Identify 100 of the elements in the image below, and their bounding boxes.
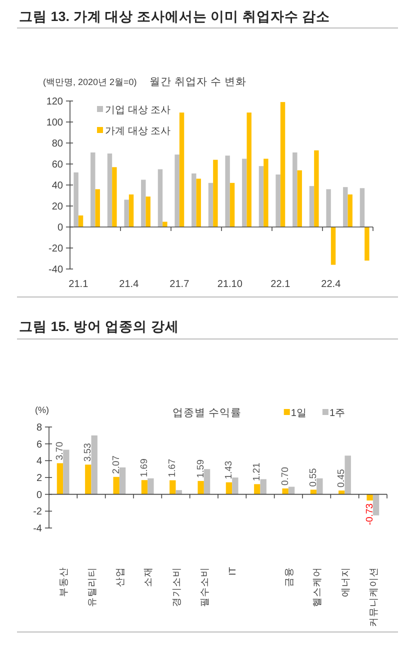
bar: [85, 464, 92, 494]
bar: [208, 182, 214, 227]
y-tick-label: -2: [33, 506, 42, 518]
bar: [63, 450, 70, 494]
bar: [343, 187, 348, 227]
y-tick-label: 60: [52, 160, 64, 170]
legend-label: 기업 대상 조사: [105, 105, 171, 116]
bar: [158, 169, 163, 227]
bar: [170, 480, 176, 494]
data-label: 2.07: [110, 455, 122, 474]
bar: [213, 160, 218, 227]
legend-label: 가계 대상 조사: [105, 126, 171, 137]
x-tick-label: 헬스케어: [312, 566, 324, 607]
bar: [162, 222, 168, 227]
y-tick-label: 0: [36, 490, 42, 501]
bar: [242, 158, 247, 227]
bar: [280, 102, 286, 227]
y-tick-label: -40: [48, 264, 64, 276]
x-tick-label: 경기소비: [171, 567, 182, 607]
bar: [204, 469, 210, 494]
bar: [309, 186, 314, 227]
y-axis-title: (%): [35, 405, 49, 415]
bar: [360, 188, 365, 227]
y-tick-label: 40: [52, 180, 64, 192]
bar: [326, 189, 331, 227]
y-axis-title: (백만명, 2020년 2월=0): [43, 77, 137, 87]
x-tick-label: 21.1: [68, 279, 89, 290]
bar: [372, 494, 380, 516]
data-label: 1.43: [223, 460, 234, 480]
y-tick-label: 80: [52, 138, 64, 150]
x-tick-label: IT: [228, 566, 239, 576]
data-label: 0.55: [308, 468, 319, 487]
x-tick-label: 21.7: [170, 279, 190, 290]
x-tick-label: 22.1: [270, 279, 291, 290]
x-tick-label: 22.4: [321, 279, 342, 290]
bar: [107, 154, 112, 227]
bar: [141, 480, 148, 494]
x-tick-label: 부동산: [58, 566, 70, 597]
bar: [74, 172, 78, 227]
bar: [146, 196, 150, 227]
bar: [128, 194, 134, 227]
x-tick-label: 에너지: [340, 567, 352, 597]
bar: [282, 488, 288, 494]
y-tick-label: 2: [36, 473, 42, 484]
bar: [174, 154, 180, 227]
data-label: 0.45: [336, 469, 348, 488]
x-tick-label: 필수소비: [199, 567, 210, 608]
data-label: 0.70: [280, 466, 291, 486]
bar: [292, 152, 298, 227]
legend-label: 1일: [290, 408, 306, 419]
x-tick-label: 산업: [114, 567, 126, 588]
y-tick-label: 100: [46, 118, 64, 128]
bar: [196, 178, 201, 227]
y-tick-label: 0: [57, 222, 64, 234]
y-tick-label: 4: [36, 456, 42, 468]
bar: [264, 158, 268, 227]
bar: [148, 478, 154, 494]
bar: [344, 456, 351, 494]
data-label: -0.73: [364, 503, 376, 526]
bar: [225, 156, 230, 227]
bar: [338, 490, 345, 494]
y-tick-label: -4: [33, 524, 42, 534]
bar: [112, 167, 117, 227]
bar: [176, 490, 182, 494]
bar: [276, 174, 280, 227]
y-tick-label: 20: [52, 202, 64, 212]
data-label: 3.53: [82, 443, 94, 462]
x-tick-label: 커뮤니케이션: [368, 567, 380, 628]
y-tick-label: 8: [36, 422, 42, 434]
bar: [364, 227, 370, 261]
bar: [91, 435, 98, 494]
bar: [230, 182, 235, 227]
chart-subtitle: 월간 취업자 수 변화: [150, 76, 246, 88]
bar: [78, 215, 84, 227]
bar: [366, 494, 373, 500]
bar: [232, 478, 238, 494]
bar: [226, 482, 232, 494]
data-label: 1.59: [195, 459, 206, 478]
bar: [254, 484, 260, 494]
bar: [260, 479, 266, 494]
bar: [179, 112, 184, 227]
x-tick-label: 금융: [284, 567, 295, 588]
x-tick-label: 유틸리티: [86, 567, 98, 607]
bar: [198, 480, 204, 494]
bar: [95, 189, 100, 227]
bar: [258, 166, 264, 227]
bar: [56, 463, 64, 494]
data-label: 3.70: [54, 442, 66, 460]
bar: [113, 476, 120, 494]
data-label: 1.21: [252, 462, 263, 482]
chart-title: 그림 13. 가계 대상 조사에서는 이미 취업자수 감소: [19, 9, 330, 24]
chart-title: 그림 15. 방어 업종의 강세: [19, 319, 179, 334]
bar: [314, 150, 319, 227]
bar: [310, 490, 317, 494]
legend-label: 1주: [329, 408, 345, 419]
bar: [297, 170, 302, 227]
bar: [124, 200, 129, 227]
bar: [246, 112, 252, 227]
x-tick-label: 21.4: [119, 279, 140, 290]
bar: [330, 227, 336, 265]
